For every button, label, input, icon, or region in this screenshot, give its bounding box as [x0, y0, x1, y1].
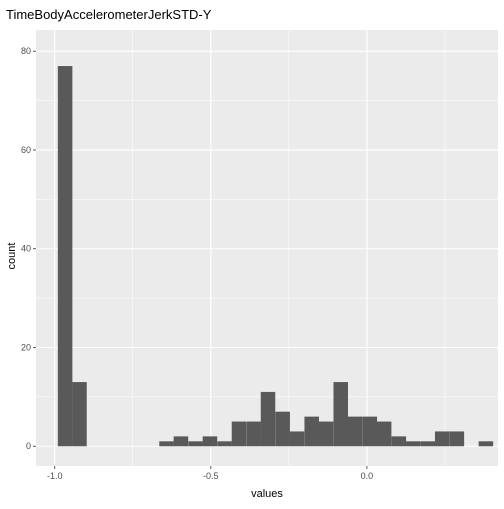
histogram-bar: [406, 441, 421, 446]
histogram-bar: [319, 422, 334, 447]
histogram-bar: [377, 422, 392, 447]
y-tick-label: 20: [21, 342, 31, 352]
histogram-bar: [188, 441, 203, 446]
histogram-bar: [261, 392, 276, 446]
histogram-bar: [203, 436, 218, 446]
y-tick-label: 0: [26, 441, 31, 451]
histogram-bar: [72, 382, 87, 446]
histogram-bar: [333, 382, 348, 446]
y-axis-ticks: 0 20 40 60 80: [21, 46, 36, 451]
chart-title: TimeBodyAccelerometerJerkSTD-Y: [6, 7, 212, 22]
y-tick-label: 40: [21, 244, 31, 254]
y-tick-label: 60: [21, 145, 31, 155]
histogram-bar: [304, 417, 319, 447]
histogram-bar: [58, 66, 73, 446]
histogram-bar: [275, 412, 290, 447]
histogram-bar: [450, 431, 465, 446]
y-axis-title: count: [6, 243, 18, 270]
histogram-bar: [363, 417, 378, 447]
histogram-bar: [421, 441, 436, 446]
histogram-bar: [174, 436, 189, 446]
x-axis-ticks: -1.0 -0.5 0.0: [47, 466, 373, 481]
x-axis-title: values: [251, 488, 283, 500]
histogram-bar: [479, 441, 494, 446]
histogram-bar: [217, 441, 232, 446]
histogram-bar: [435, 431, 450, 446]
histogram-bar: [246, 422, 261, 447]
histogram-bar: [392, 436, 407, 446]
histogram-bar: [159, 441, 174, 446]
histogram-bar: [348, 417, 363, 447]
x-tick-label: 0.0: [361, 471, 374, 481]
y-tick-label: 80: [21, 46, 31, 56]
histogram-bar: [290, 431, 305, 446]
x-tick-label: -1.0: [47, 471, 63, 481]
histogram-bar: [232, 422, 247, 447]
x-tick-label: -0.5: [203, 471, 219, 481]
